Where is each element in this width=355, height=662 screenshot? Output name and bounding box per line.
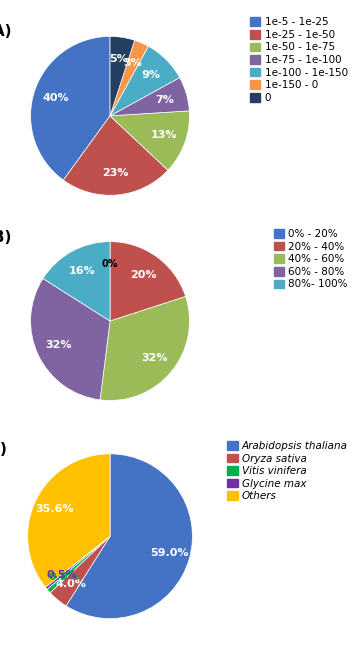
Text: 23%: 23% [102, 167, 129, 178]
Text: 0.9%: 0.9% [49, 573, 80, 583]
Wedge shape [63, 116, 168, 195]
Wedge shape [45, 536, 110, 589]
Wedge shape [110, 40, 148, 116]
Legend: 0% - 20%, 20% - 40%, 40% - 60%, 60% - 80%, 80%- 100%: 0% - 20%, 20% - 40%, 40% - 60%, 60% - 80… [272, 227, 350, 291]
Text: 4.0%: 4.0% [55, 579, 86, 589]
Wedge shape [100, 297, 190, 401]
Wedge shape [110, 46, 180, 116]
Wedge shape [50, 536, 110, 606]
Wedge shape [47, 536, 110, 592]
Legend: 1e-5 - 1e-25, 1e-25 - 1e-50, 1e-50 - 1e-75, 1e-75 - 1e-100, 1e-100 - 1e-150, 1e-: 1e-5 - 1e-25, 1e-25 - 1e-50, 1e-50 - 1e-… [248, 15, 350, 105]
Text: 9%: 9% [141, 70, 160, 80]
Text: 13%: 13% [151, 130, 177, 140]
Text: 20%: 20% [130, 270, 157, 280]
Text: 0.5%: 0.5% [47, 570, 77, 581]
Wedge shape [110, 36, 135, 116]
Wedge shape [43, 242, 110, 321]
Text: 35.6%: 35.6% [35, 504, 74, 514]
Wedge shape [31, 36, 110, 180]
Text: 59.0%: 59.0% [150, 548, 189, 558]
Wedge shape [66, 454, 192, 618]
Text: (C): (C) [0, 442, 7, 457]
Wedge shape [31, 279, 110, 400]
Wedge shape [110, 77, 189, 116]
Text: 3%: 3% [124, 58, 142, 68]
Text: 40%: 40% [42, 93, 69, 103]
Text: (A): (A) [0, 24, 12, 40]
Legend: Arabidopsis thaliana, Oryza sativa, Vitis vinifera, Glycine max, Others: Arabidopsis thaliana, Oryza sativa, Viti… [225, 439, 350, 503]
Wedge shape [28, 454, 110, 587]
Text: 7%: 7% [155, 95, 174, 105]
Text: 32%: 32% [141, 353, 167, 363]
Text: 32%: 32% [45, 340, 72, 350]
Wedge shape [110, 111, 190, 170]
Text: 5%: 5% [110, 54, 129, 64]
Wedge shape [110, 242, 186, 321]
Text: 16%: 16% [69, 266, 96, 276]
Text: (B): (B) [0, 230, 12, 245]
Text: 0%: 0% [102, 259, 118, 269]
